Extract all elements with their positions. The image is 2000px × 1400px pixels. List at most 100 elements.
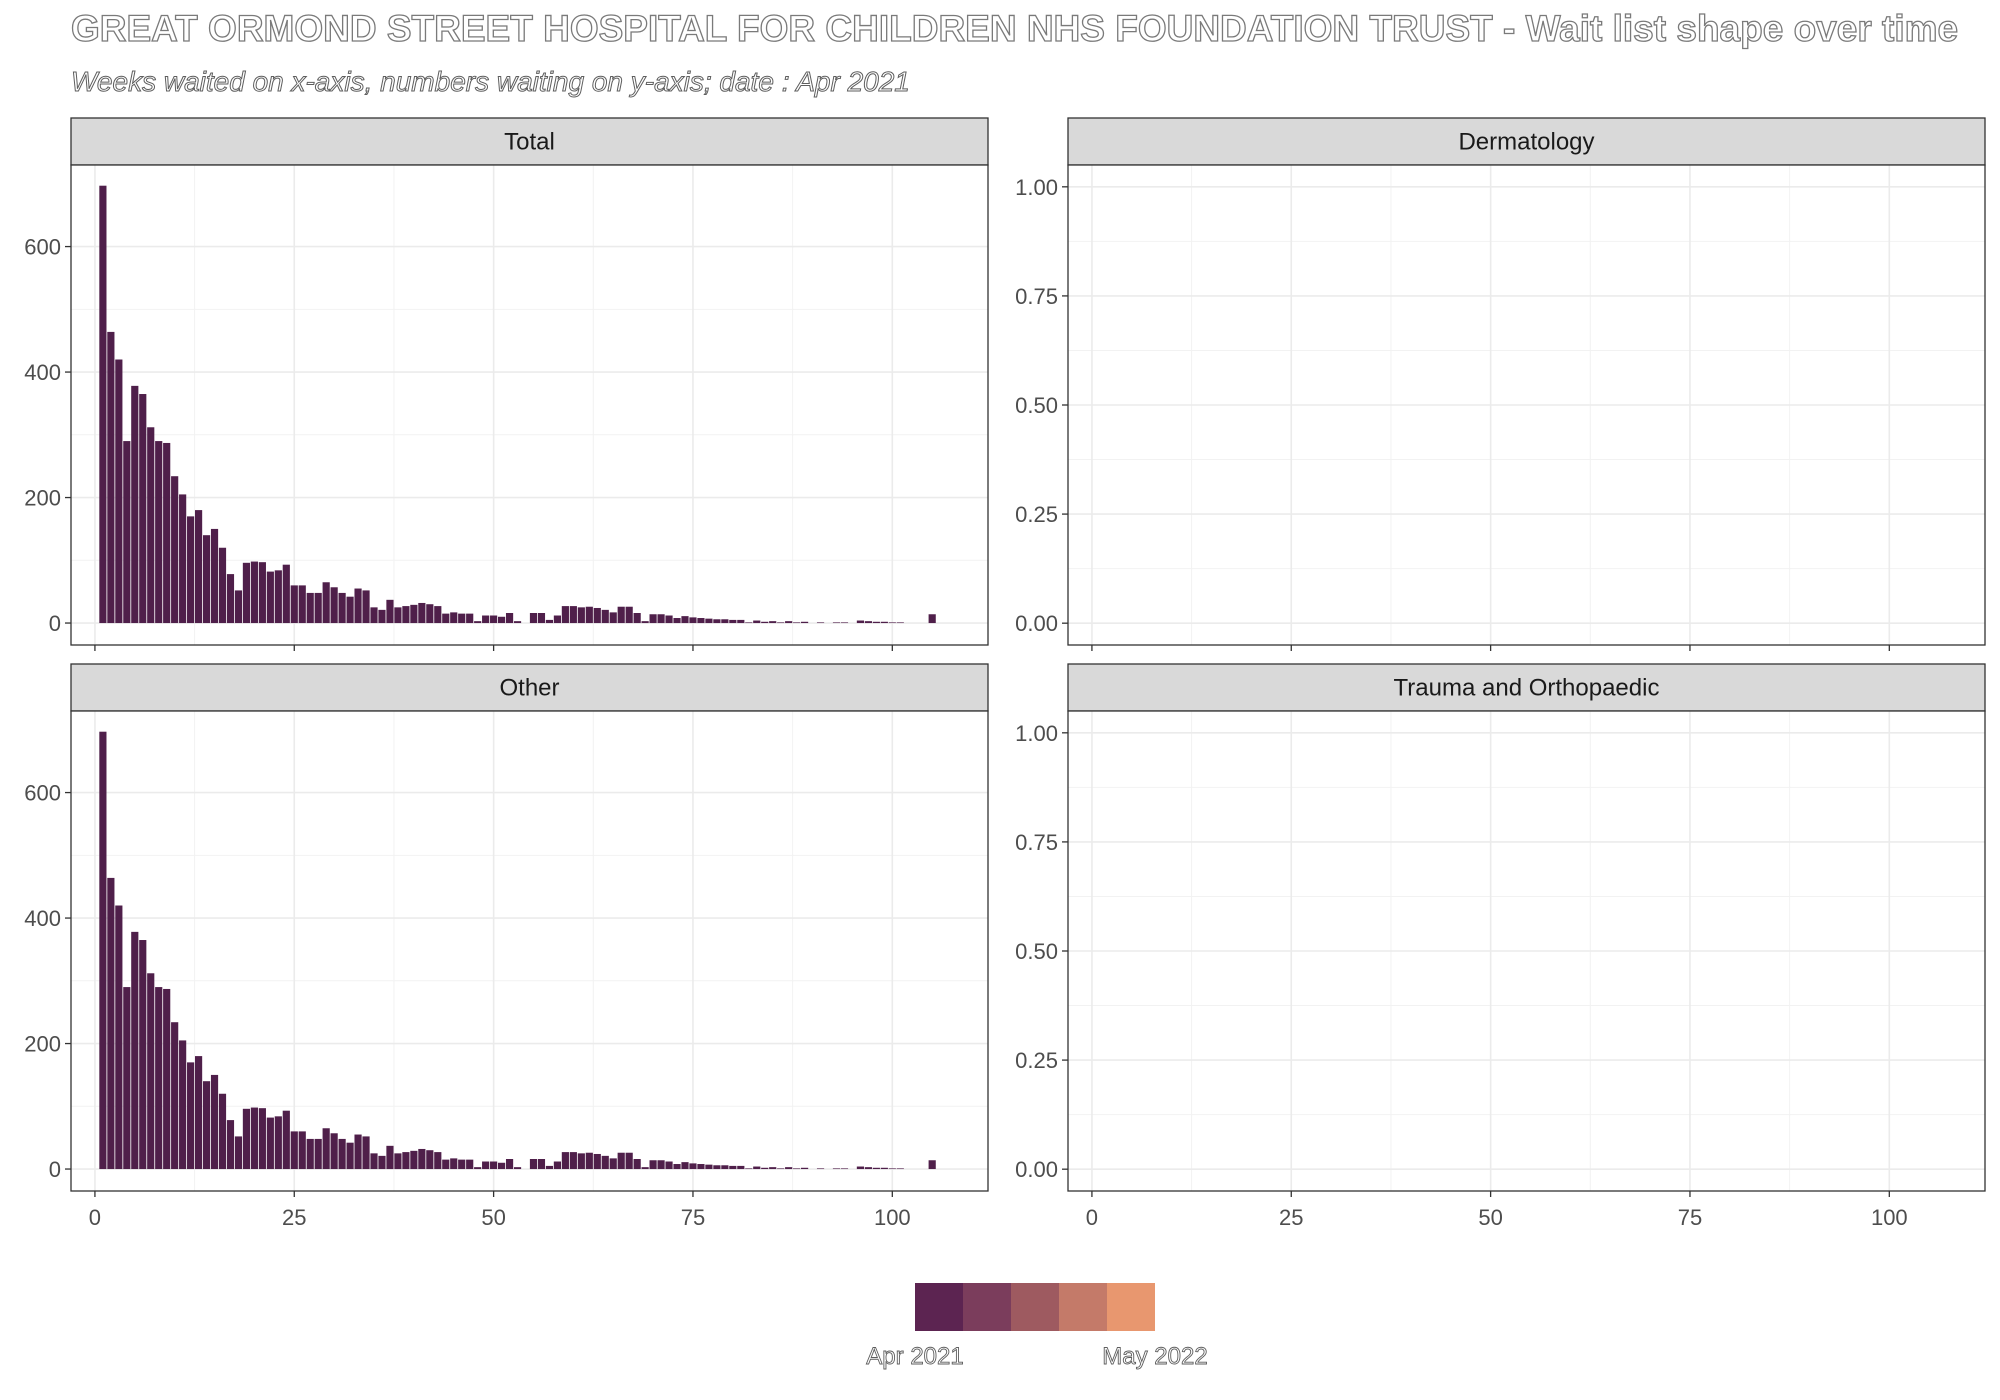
bar-other-week-32 xyxy=(346,1142,354,1170)
bar-other-week-53 xyxy=(513,1167,522,1170)
facet-strip-trauma-and-orthopaedic xyxy=(1067,663,1986,712)
bar-other-week-16 xyxy=(218,1093,227,1170)
bar-total-week-77 xyxy=(705,618,713,624)
bar-total-week-64 xyxy=(601,609,609,624)
bar-other-week-77 xyxy=(705,1164,713,1170)
bar-other-week-48 xyxy=(474,1167,482,1170)
bar-other-week-80 xyxy=(729,1165,737,1170)
y-tick-label: 400 xyxy=(24,906,61,931)
bar-other-week-93 xyxy=(832,1168,841,1170)
y-tick-label: 0.75 xyxy=(1015,284,1058,309)
bar-other-week-98 xyxy=(872,1167,880,1170)
bar-total-week-73 xyxy=(673,618,681,624)
bar-other-week-68 xyxy=(633,1159,641,1170)
bar-total-week-14 xyxy=(202,535,211,624)
bar-total-week-42 xyxy=(426,604,434,624)
bar-other-week-27 xyxy=(306,1138,314,1170)
bar-other-week-23 xyxy=(274,1116,282,1170)
bar-total-week-71 xyxy=(657,614,665,624)
bar-other-week-70 xyxy=(649,1160,657,1170)
bar-total-week-12 xyxy=(187,516,195,624)
y-tick-label: 0 xyxy=(49,1157,61,1182)
bar-total-week-87 xyxy=(785,621,793,624)
x-tick-label: 50 xyxy=(481,1205,505,1230)
bar-other-week-71 xyxy=(657,1160,665,1170)
bar-other-week-96 xyxy=(856,1166,865,1170)
x-tick-label: 0 xyxy=(89,1205,101,1230)
bar-other-week-8 xyxy=(155,987,163,1170)
facet-panel-other: Other 0 200 400 600 0 25 50 75 100 xyxy=(24,663,989,1230)
bar-total-week-96 xyxy=(856,620,865,624)
bar-total-week-33 xyxy=(354,588,362,624)
bar-total-week-70 xyxy=(649,614,657,624)
bar-other-week-89 xyxy=(801,1167,809,1170)
bar-other-week-73 xyxy=(673,1164,681,1170)
bar-total-week-56 xyxy=(537,613,546,624)
bar-total-week-48 xyxy=(474,621,482,624)
y-tick-label: 200 xyxy=(24,1032,61,1057)
bar-total-week-89 xyxy=(801,621,809,624)
bar-total-week-32 xyxy=(346,596,354,624)
bar-total-week-9 xyxy=(163,442,171,624)
bar-total-week-38 xyxy=(394,607,402,624)
bar-other-week-58 xyxy=(553,1161,561,1170)
bar-total-week-8 xyxy=(155,441,163,624)
bar-total-week-17 xyxy=(226,574,235,624)
bar-other-week-79 xyxy=(721,1165,729,1170)
bar-other-week-67 xyxy=(625,1152,633,1170)
bar-other-week-63 xyxy=(593,1153,601,1170)
bar-other-week-87 xyxy=(785,1167,793,1170)
bar-other-week-25 xyxy=(290,1131,298,1170)
bar-other-week-83 xyxy=(753,1166,761,1170)
bar-other-week-14 xyxy=(202,1081,211,1170)
y-tick-label: 0.00 xyxy=(1015,611,1058,636)
bar-total-week-65 xyxy=(609,612,617,624)
bar-other-week-42 xyxy=(426,1150,434,1170)
bar-total-week-78 xyxy=(713,619,721,624)
bar-other-week-18 xyxy=(234,1136,243,1170)
bar-total-week-5 xyxy=(131,385,139,624)
bar-total-week-43 xyxy=(434,606,442,624)
bar-total-week-69 xyxy=(641,621,649,624)
bar-other-week-3 xyxy=(115,905,123,1170)
bar-total-week-22 xyxy=(266,571,274,624)
bar-other-week-61 xyxy=(577,1153,585,1170)
y-tick-label: 0.00 xyxy=(1015,1157,1058,1182)
bar-total-week-31 xyxy=(338,592,346,624)
bar-other-week-101 xyxy=(896,1168,904,1170)
bar-other-week-6 xyxy=(139,940,147,1170)
bar-total-week-58 xyxy=(553,615,561,624)
bar-total-week-97 xyxy=(864,621,872,624)
bar-total-week-98 xyxy=(872,621,880,624)
bar-other-week-37 xyxy=(386,1145,394,1170)
bar-total-week-86 xyxy=(777,622,785,624)
bar-other-week-5 xyxy=(131,931,139,1170)
bar-other-week-40 xyxy=(410,1150,418,1170)
bar-other-week-51 xyxy=(498,1162,506,1170)
bar-other-week-35 xyxy=(370,1153,378,1170)
bar-other-week-86 xyxy=(777,1168,785,1170)
bar-other-week-69 xyxy=(641,1167,649,1170)
bar-total-week-50 xyxy=(490,615,498,624)
y-tick-label: 1.00 xyxy=(1015,721,1058,746)
bar-total-week-25 xyxy=(290,585,298,624)
bar-other-week-88 xyxy=(793,1168,801,1170)
chart-subtitle: Weeks waited on x-axis, numbers waiting … xyxy=(71,66,911,98)
bar-total-week-34 xyxy=(362,590,370,624)
bar-total-week-35 xyxy=(370,607,378,624)
bar-other-week-36 xyxy=(378,1155,386,1170)
bar-total-week-11 xyxy=(179,494,187,624)
legend-end-label: May 2022 xyxy=(1102,1343,1207,1370)
y-tick-label: 0 xyxy=(49,611,61,636)
plot-panel-border xyxy=(70,710,989,1192)
bar-other-week-74 xyxy=(681,1162,689,1170)
bar-total-week-55 xyxy=(529,613,538,624)
facet-strip-label: Dermatology xyxy=(1458,129,1594,156)
bar-other-week-99 xyxy=(880,1167,888,1170)
x-tick-label: 25 xyxy=(282,1205,306,1230)
bar-other-week-11 xyxy=(179,1040,187,1170)
legend-color-swatch xyxy=(915,1283,963,1331)
bar-other-week-57 xyxy=(545,1165,554,1170)
chart-title: GREAT ORMOND STREET HOSPITAL FOR CHILDRE… xyxy=(70,7,1959,49)
